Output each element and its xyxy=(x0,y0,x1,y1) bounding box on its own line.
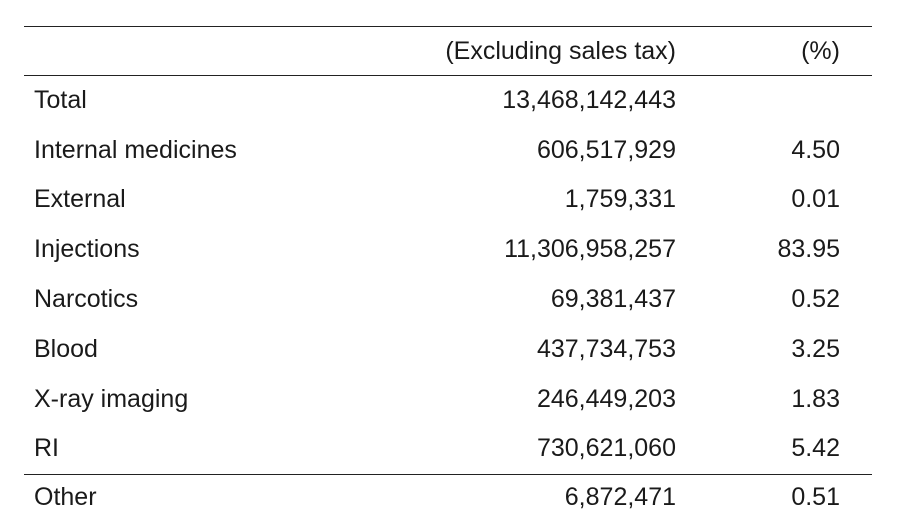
row-label: X-ray imaging xyxy=(34,385,189,413)
row-value: 1,759,331 xyxy=(564,185,676,213)
table-row: Narcotics 69,381,437 0.52 xyxy=(24,274,872,324)
row-value: 13,468,142,443 xyxy=(502,86,676,114)
footer-rule xyxy=(24,474,872,475)
row-pct: 0.01 xyxy=(791,185,840,213)
table-row: Blood 437,734,753 3.25 xyxy=(24,324,872,374)
row-label: Internal medicines xyxy=(34,136,237,164)
row-pct: 4.50 xyxy=(791,136,840,164)
row-value: 246,449,203 xyxy=(536,385,676,413)
table-row: Other 6,872,471 0.51 xyxy=(24,472,872,522)
row-pct: 83.95 xyxy=(777,235,840,263)
row-label: Injections xyxy=(34,235,140,263)
header-value: (Excluding sales tax) xyxy=(445,37,676,65)
table-row: External 1,759,331 0.01 xyxy=(24,174,872,224)
table-row: Internal medicines 606,517,929 4.50 xyxy=(24,125,872,175)
header-rule xyxy=(24,75,872,76)
table-row: Injections 11,306,958,257 83.95 xyxy=(24,224,872,274)
row-pct: 0.51 xyxy=(791,483,840,511)
table-row: RI 730,621,060 5.42 xyxy=(24,423,872,473)
row-value: 69,381,437 xyxy=(550,285,676,313)
top-rule xyxy=(24,26,872,27)
row-value: 11,306,958,257 xyxy=(504,235,676,263)
header-row: (Excluding sales tax) (%) xyxy=(24,26,872,76)
row-pct: 5.42 xyxy=(791,434,840,462)
header-pct: (%) xyxy=(801,37,840,65)
row-label: Narcotics xyxy=(34,285,139,313)
row-label: RI xyxy=(34,434,59,462)
row-label: Total xyxy=(34,86,87,114)
row-label: Blood xyxy=(34,335,98,363)
row-value: 606,517,929 xyxy=(536,136,676,164)
row-pct: 3.25 xyxy=(791,335,840,363)
table-row: Total 13,468,142,443 xyxy=(24,75,872,125)
row-pct: 1.83 xyxy=(791,385,840,413)
row-label: Other xyxy=(34,483,97,511)
row-value: 730,621,060 xyxy=(536,434,676,462)
row-label: External xyxy=(34,185,126,213)
row-value: 6,872,471 xyxy=(564,483,676,511)
row-pct: 0.52 xyxy=(791,285,840,313)
table-row: X-ray imaging 246,449,203 1.83 xyxy=(24,374,872,424)
row-value: 437,734,753 xyxy=(536,335,676,363)
